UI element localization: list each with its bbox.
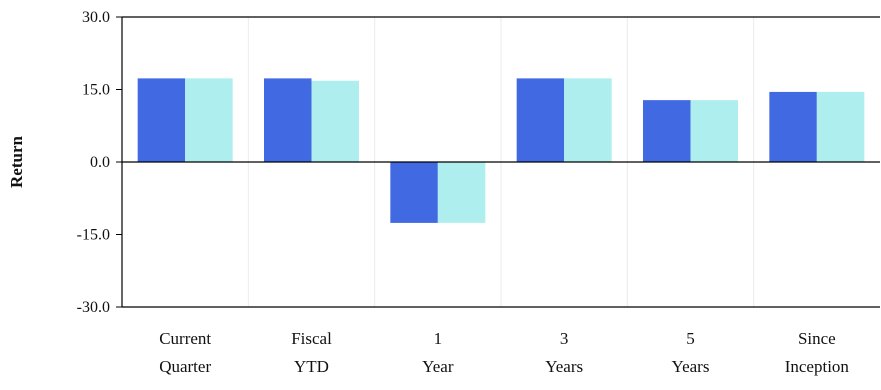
x-category-label: Quarter — [159, 357, 211, 376]
bar-layer — [137, 78, 865, 223]
x-category-label: Current — [159, 329, 211, 348]
bar-series-1 — [643, 100, 691, 162]
bar-series-2 — [311, 80, 359, 162]
x-category-label: 3 — [560, 329, 569, 348]
x-category-label: Year — [422, 357, 454, 376]
axis-layer — [116, 16, 880, 308]
bar-series-2 — [564, 78, 612, 162]
y-tick-label: 15.0 — [82, 82, 110, 99]
y-tick-label: 0.0 — [90, 154, 110, 171]
x-category-label: YTD — [294, 357, 329, 376]
bar-series-2 — [816, 91, 865, 162]
bar-series-1 — [264, 78, 312, 162]
x-category-label: 5 — [686, 329, 695, 348]
x-category-label: Inception — [785, 357, 850, 376]
x-category-label: 1 — [434, 329, 443, 348]
y-tick-label: -15.0 — [77, 227, 110, 244]
y-tick-label: -30.0 — [77, 299, 110, 316]
bar-series-2 — [437, 162, 486, 223]
bar-series-2 — [690, 100, 738, 162]
x-category-label: Years — [672, 357, 710, 376]
bar-series-1 — [769, 91, 817, 162]
x-category-label: Since — [798, 329, 836, 348]
label-layer: 30.0 15.0 0.0 -15.0 -30.0 Current Quarter Fisca… — [77, 9, 850, 376]
y-tick-label: 30.0 — [82, 9, 110, 26]
bar-series-1 — [137, 78, 186, 162]
bar-series-2 — [185, 78, 233, 162]
x-category-label: Years — [545, 357, 583, 376]
y-axis-title: Return — [7, 135, 26, 187]
x-category-label: Fiscal — [291, 329, 332, 348]
bar-series-1 — [390, 162, 438, 223]
bar-series-1 — [516, 78, 565, 162]
